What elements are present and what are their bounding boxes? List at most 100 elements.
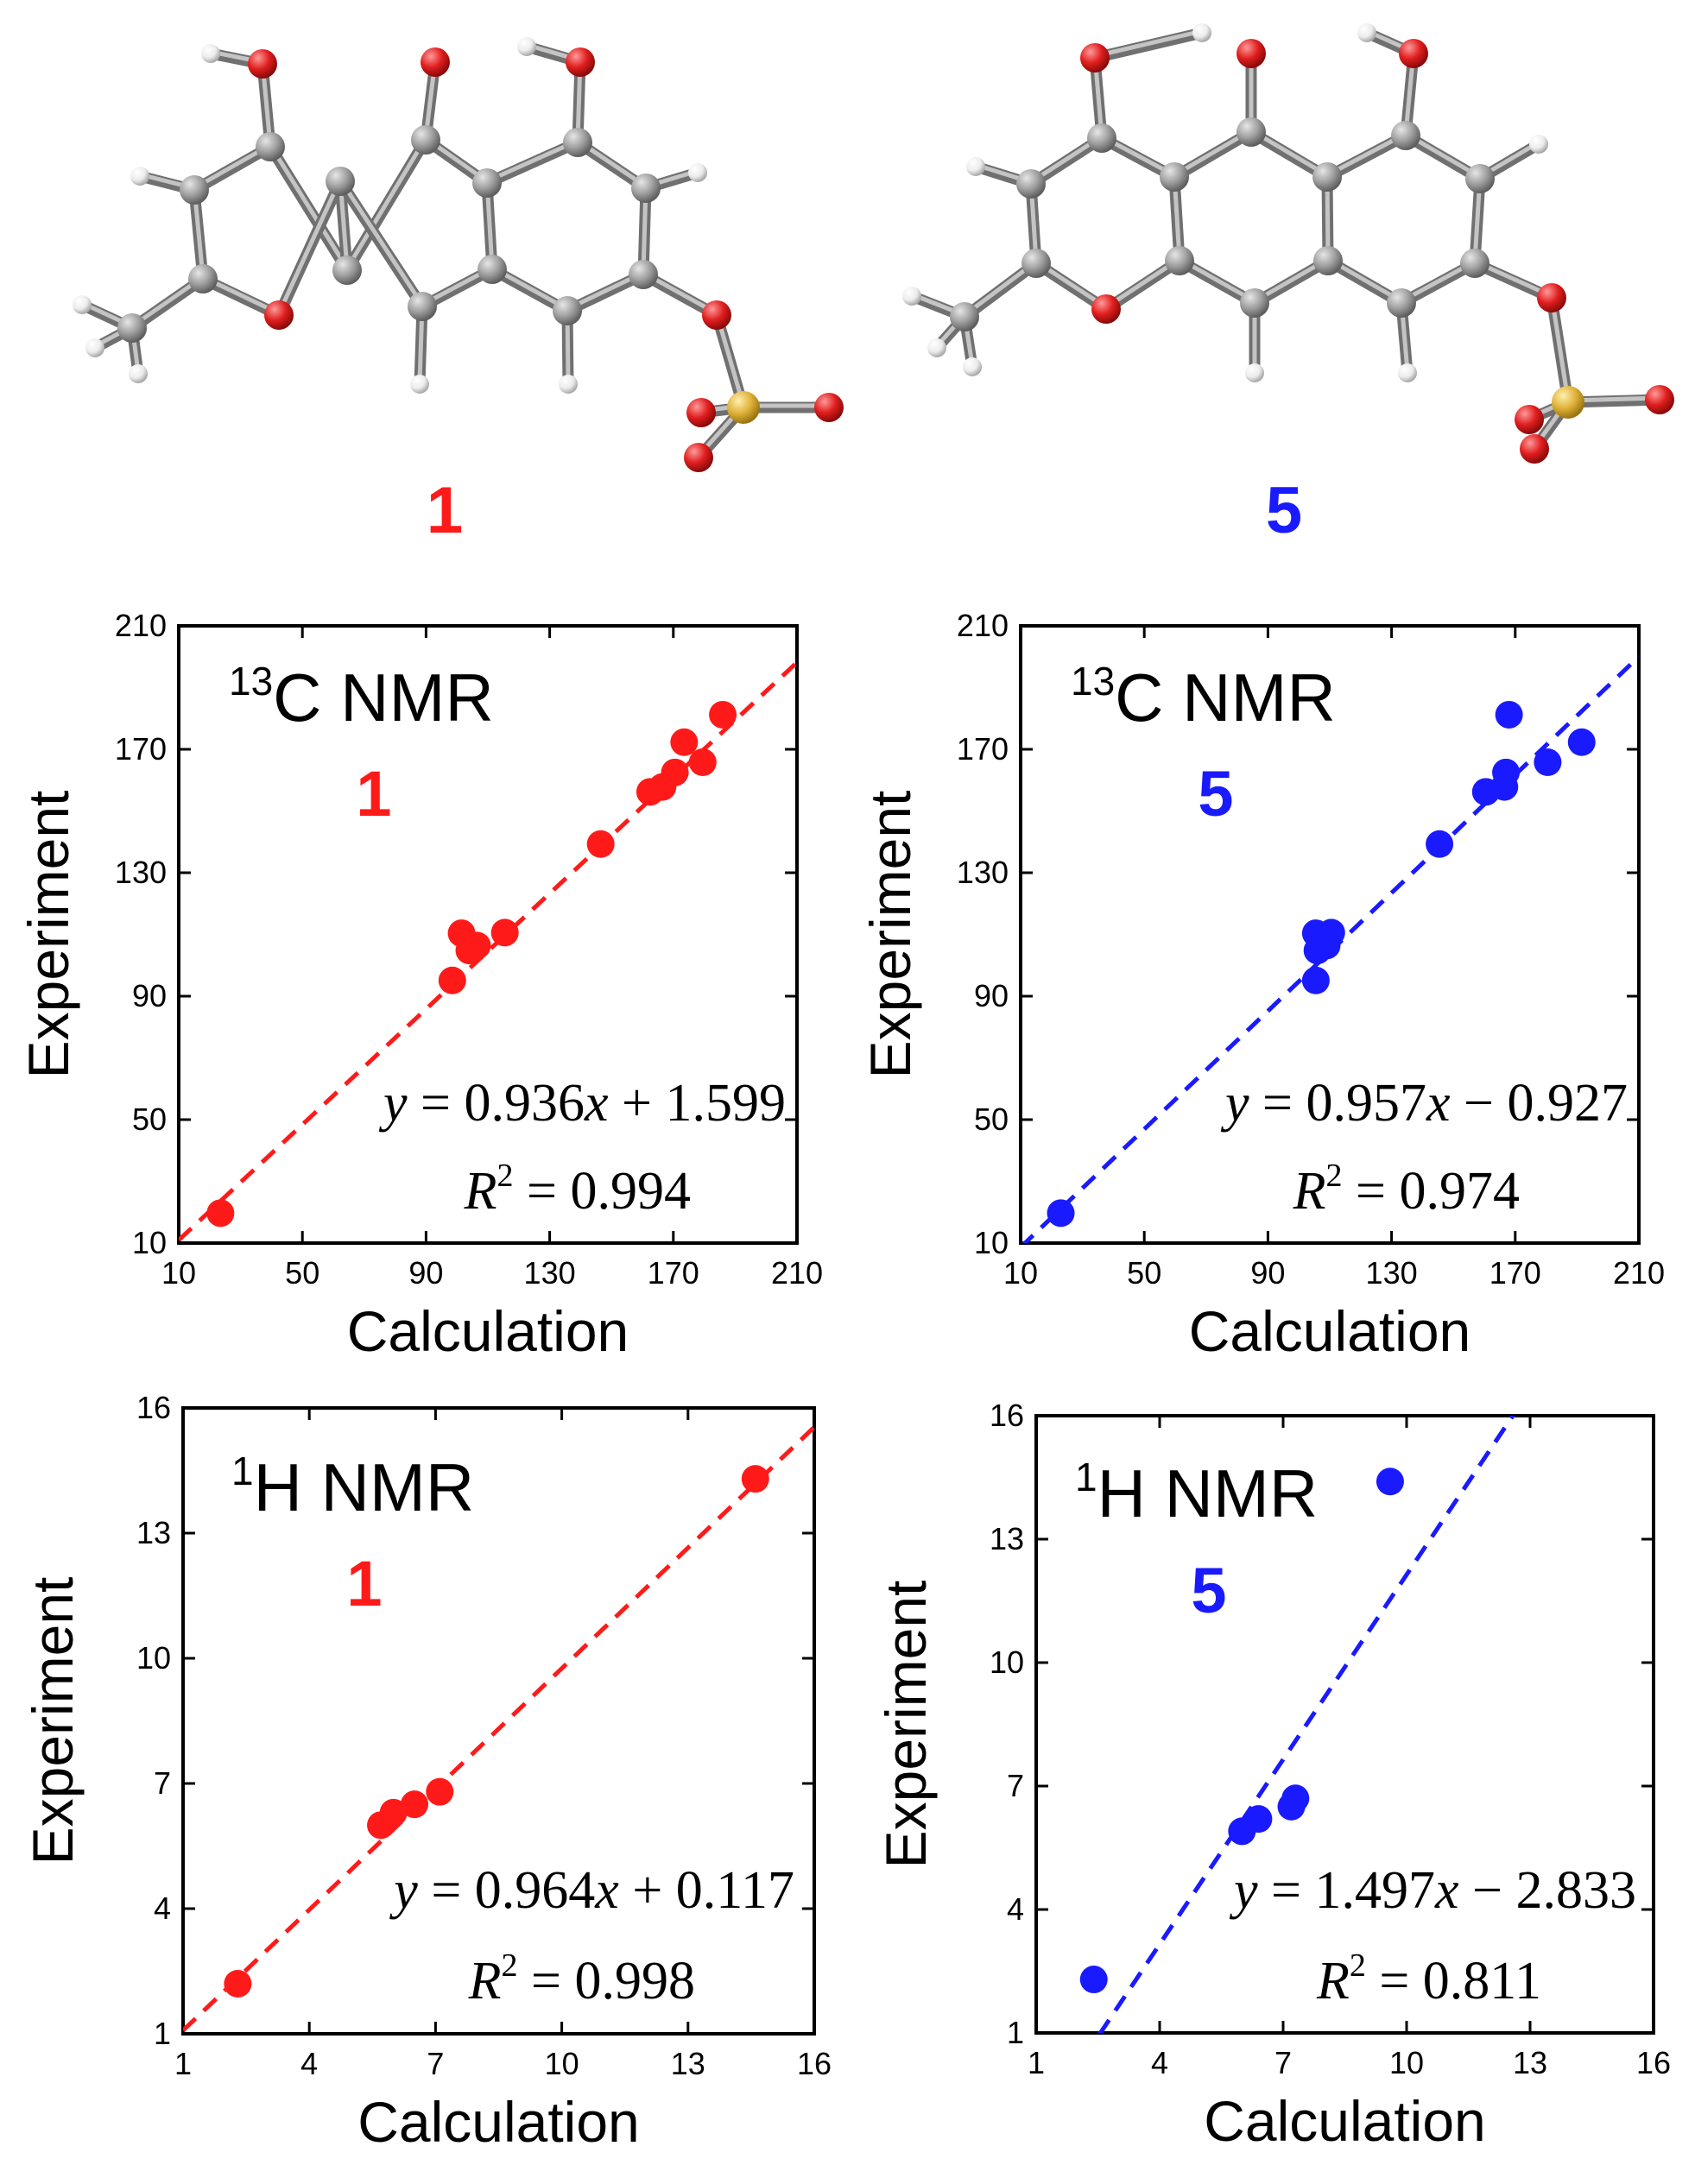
x-tick-label: 13 — [1513, 2045, 1547, 2080]
plot-frame — [1019, 624, 1641, 1245]
oxygen-atom — [1537, 283, 1566, 312]
x-tick-label: 16 — [797, 2046, 832, 2081]
r2-value: = 0.811 — [1366, 1952, 1541, 2010]
carbon-atom — [1391, 121, 1420, 150]
x-axis-label: Calculation — [347, 1299, 629, 1363]
x-tick-label: 7 — [1274, 2045, 1292, 2080]
eq-x: x — [594, 1861, 619, 1920]
oxygen-atom — [1520, 434, 1549, 464]
oxygen-atom — [1399, 39, 1428, 68]
sulfur-atom — [727, 391, 760, 424]
data-point — [1317, 918, 1345, 947]
carbon-atom — [1016, 169, 1046, 199]
hydrogen-atom — [966, 157, 985, 176]
eq-equals: = — [1249, 1074, 1306, 1133]
r2-value: = 0.974 — [1343, 1162, 1520, 1221]
compound-label: 1 — [346, 1548, 382, 1619]
eq-equals: = — [1258, 1861, 1315, 1920]
bond-highlight — [268, 142, 350, 271]
data-point — [1301, 966, 1330, 994]
hydrogen-atom — [963, 357, 982, 376]
carbon-atom — [1165, 246, 1194, 275]
x-tick-label: 50 — [285, 1255, 319, 1291]
r2-superscript: 2 — [497, 1158, 514, 1194]
carbon-atom — [180, 175, 209, 205]
y-axis-label: Experiment — [16, 791, 80, 1079]
eq-equals: = — [408, 1074, 465, 1133]
hydrogen-atom — [201, 44, 220, 63]
data-point — [1244, 1805, 1273, 1834]
y-tick-label: 210 — [957, 608, 1009, 643]
oxygen-atom — [248, 49, 277, 79]
data-point — [1492, 758, 1521, 786]
oxygen-atom — [421, 47, 450, 77]
data-point — [1079, 1966, 1108, 1994]
x-tick-label: 90 — [1250, 1255, 1285, 1291]
data-point — [1281, 1784, 1310, 1813]
chart-1h-compound-5: 114477101013131616CalculationExperiment1… — [874, 1398, 1671, 2153]
regression-equation: y = 0.936x + 1.599 — [378, 1074, 786, 1133]
regression-equation: y = 0.957x − 0.927 — [1220, 1074, 1628, 1133]
y-tick-label: 10 — [132, 1225, 167, 1260]
y-tick-label: 7 — [1007, 1768, 1024, 1803]
bond-highlight — [1549, 294, 1571, 403]
y-tick-label: 50 — [974, 1101, 1009, 1137]
title-nucleus: C NMR — [273, 660, 494, 735]
bond-highlight — [484, 138, 580, 184]
carbon-atom — [553, 296, 582, 325]
x-tick-label: 130 — [1366, 1255, 1418, 1291]
hydrogen-atom — [1398, 363, 1417, 382]
eq-constant: 0.117 — [676, 1861, 794, 1920]
eq-coefficient: 1.497 — [1315, 1861, 1436, 1920]
compound-label: 5 — [1198, 758, 1233, 830]
x-tick-label: 10 — [1389, 2045, 1424, 2080]
eq-x: x — [1426, 1074, 1451, 1133]
y-tick-label: 7 — [154, 1765, 171, 1801]
eq-y: y — [378, 1074, 408, 1133]
x-tick-label: 170 — [1489, 1255, 1541, 1291]
x-tick-label: 130 — [524, 1255, 576, 1291]
plot-frame — [1034, 1414, 1655, 2035]
r2-superscript: 2 — [1350, 1947, 1366, 1984]
sulfur-atom — [1552, 386, 1584, 419]
carbon-atom — [411, 125, 440, 155]
oxygen-atom — [566, 47, 595, 77]
data-point — [1495, 700, 1523, 729]
data-point — [709, 700, 737, 729]
data-point — [401, 1790, 429, 1819]
y-axis-label: Experiment — [874, 1581, 938, 1869]
y-tick-label: 13 — [136, 1515, 171, 1550]
eq-constant: 1.599 — [666, 1074, 787, 1133]
eq-y: y — [389, 1861, 418, 1920]
hydrogen-atom — [1245, 363, 1264, 382]
x-tick-label: 7 — [427, 2046, 444, 2081]
plot-frame — [181, 1406, 816, 2036]
x-axis-label: Calculation — [1204, 2089, 1486, 2153]
oxygen-atom — [1236, 39, 1266, 68]
carbon-atom — [563, 128, 592, 157]
compound-label: 5 — [1191, 1555, 1226, 1626]
hydrogen-atom — [1529, 135, 1548, 154]
y-tick-label: 210 — [115, 608, 167, 643]
y-tick-label: 170 — [115, 731, 167, 767]
data-point — [224, 1970, 252, 1998]
hydrogen-atom — [129, 364, 148, 383]
carbon-atom — [326, 167, 355, 196]
molecule-5-structure — [902, 23, 1674, 464]
eq-constant: 2.833 — [1516, 1861, 1637, 1920]
data-point — [1426, 830, 1454, 858]
data-point — [661, 758, 689, 786]
r-squared: R2 = 0.994 — [464, 1158, 691, 1221]
carbon-atom — [1465, 164, 1495, 193]
eq-coefficient: 0.957 — [1306, 1074, 1427, 1133]
eq-x: x — [584, 1074, 609, 1133]
eq-coefficient: 0.964 — [475, 1861, 596, 1920]
data-point — [1534, 748, 1562, 777]
r-squared: R2 = 0.974 — [1293, 1158, 1520, 1221]
data-point — [490, 918, 519, 947]
x-tick-label: 1 — [174, 2046, 192, 2081]
data-point — [379, 1798, 408, 1827]
carbon-atom — [1313, 246, 1343, 275]
